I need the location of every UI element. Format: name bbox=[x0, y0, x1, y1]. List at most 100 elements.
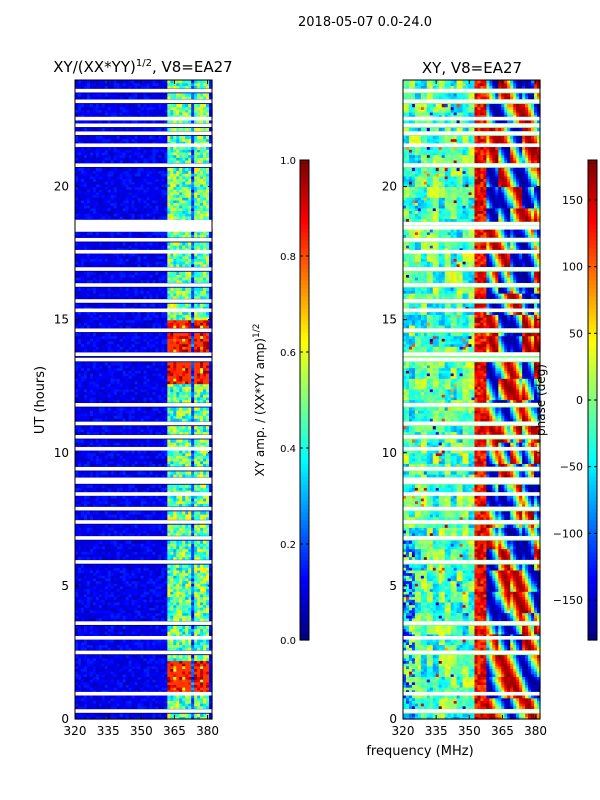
amp-cell bbox=[137, 671, 142, 675]
amp-cell bbox=[101, 625, 106, 630]
amp-cell bbox=[107, 583, 112, 587]
amp-cell bbox=[110, 660, 115, 664]
amp-cell bbox=[128, 681, 133, 685]
amp-cell bbox=[116, 657, 121, 662]
amp-cell bbox=[104, 641, 109, 646]
amp-cell bbox=[164, 703, 168, 707]
amp-cell bbox=[164, 633, 168, 638]
amp-cell bbox=[206, 556, 210, 560]
amp-cell bbox=[197, 545, 201, 550]
amp-cell bbox=[206, 660, 210, 664]
amp-cell bbox=[167, 668, 171, 672]
amp-cell bbox=[77, 596, 82, 600]
amp-cell bbox=[92, 553, 97, 558]
amp-cell bbox=[95, 543, 100, 547]
amp-cell bbox=[86, 588, 91, 592]
amp-cell bbox=[128, 572, 133, 576]
amp-cell bbox=[143, 593, 148, 598]
amp-cell bbox=[179, 575, 183, 579]
amp-cell bbox=[188, 545, 192, 550]
amp-cell bbox=[155, 705, 159, 709]
amp-cell bbox=[101, 601, 106, 606]
amp-cell bbox=[95, 577, 100, 582]
amp-cell bbox=[176, 596, 180, 600]
amp-cell bbox=[95, 644, 100, 648]
amp-cell bbox=[125, 655, 130, 659]
amp-cell bbox=[113, 676, 118, 680]
amp-cell bbox=[98, 644, 103, 648]
amp-cell bbox=[128, 609, 133, 614]
amp-cell bbox=[113, 596, 118, 600]
amp-cell bbox=[170, 567, 174, 571]
amp-cell bbox=[86, 577, 91, 582]
amp-cell bbox=[98, 551, 103, 555]
amp-cell bbox=[77, 716, 82, 720]
amp-cell bbox=[143, 588, 148, 592]
amp-cell bbox=[131, 553, 136, 558]
amp-cell bbox=[101, 572, 106, 576]
amp-cell bbox=[104, 679, 109, 683]
amp-cell bbox=[149, 663, 154, 667]
amp-cell bbox=[188, 567, 192, 571]
amp-cell bbox=[110, 695, 115, 699]
amp-cell bbox=[200, 548, 204, 552]
amp-cell bbox=[182, 575, 186, 579]
amp-cell bbox=[128, 705, 133, 709]
amp-cell bbox=[197, 679, 201, 683]
amp-cell bbox=[191, 655, 195, 659]
amp-cell bbox=[188, 556, 192, 560]
amp-cell bbox=[206, 585, 210, 590]
amp-cell bbox=[194, 580, 198, 584]
amp-cell bbox=[176, 567, 180, 571]
amp-cell bbox=[143, 668, 148, 672]
amp-cell bbox=[125, 607, 130, 611]
amp-cell bbox=[170, 609, 174, 614]
amp-cell bbox=[128, 644, 133, 648]
amp-cell bbox=[170, 700, 174, 704]
amp-cell bbox=[182, 585, 186, 590]
amp-cell bbox=[155, 583, 159, 587]
amp-cell bbox=[137, 639, 142, 643]
amp-cell bbox=[122, 545, 127, 550]
amp-cell bbox=[152, 545, 157, 550]
amp-cell bbox=[95, 569, 100, 574]
amp-cell bbox=[122, 604, 127, 608]
amp-cell bbox=[101, 556, 106, 560]
amp-cell bbox=[200, 687, 204, 691]
amp-cell bbox=[146, 572, 151, 576]
amp-cell bbox=[131, 577, 136, 582]
amp-cell bbox=[164, 631, 168, 635]
amp-cell bbox=[140, 553, 145, 558]
amp-cell bbox=[110, 657, 115, 662]
amp-cell bbox=[131, 647, 136, 651]
amp-cell bbox=[185, 601, 189, 606]
amp-cell bbox=[206, 617, 210, 622]
amp-cell bbox=[170, 591, 174, 595]
amp-cell bbox=[188, 655, 192, 659]
amp-cell bbox=[152, 679, 157, 683]
amp-cell bbox=[206, 673, 210, 677]
amp-cell bbox=[75, 644, 79, 648]
amp-cell bbox=[167, 556, 171, 560]
amp-cell bbox=[140, 684, 145, 688]
amp-cell bbox=[197, 580, 201, 584]
amp-cell bbox=[125, 679, 130, 683]
amp-cell bbox=[164, 641, 168, 646]
amp-cell bbox=[155, 609, 159, 614]
amp-cell bbox=[209, 543, 213, 547]
amp-cell bbox=[164, 681, 168, 685]
amp-cell bbox=[149, 593, 154, 598]
amp-cell bbox=[137, 591, 142, 595]
amp-cell bbox=[167, 585, 171, 590]
amp-cell bbox=[98, 625, 103, 630]
amp-cell bbox=[119, 665, 124, 670]
amp-cell bbox=[206, 663, 210, 667]
amp-cell bbox=[131, 628, 136, 632]
amp-cell bbox=[209, 628, 213, 632]
amp-cell bbox=[77, 647, 82, 651]
amp-cell bbox=[122, 609, 127, 614]
amp-cell bbox=[179, 628, 183, 632]
amp-cell bbox=[128, 601, 133, 606]
amp-cell bbox=[158, 660, 162, 664]
amp-cell bbox=[86, 604, 91, 608]
